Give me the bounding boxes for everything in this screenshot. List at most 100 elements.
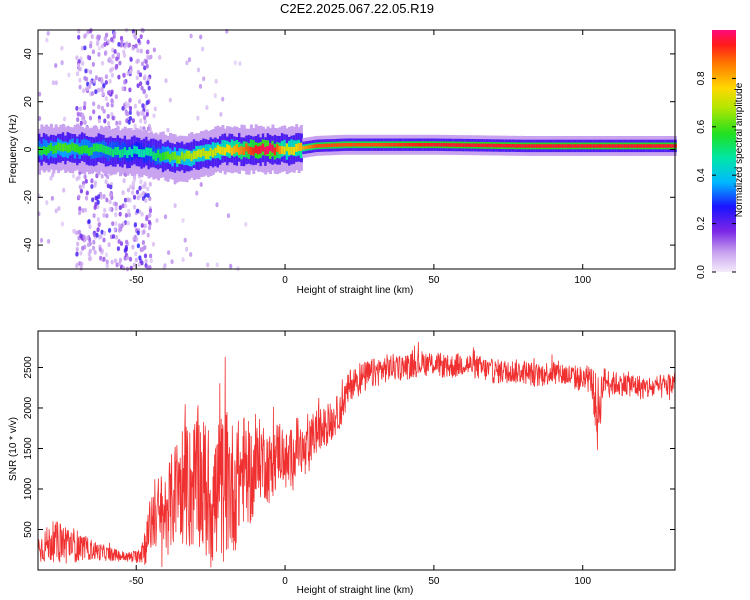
spectrogram-cell [189, 252, 193, 257]
spectrogram-cell [316, 144, 320, 148]
spectrogram-cell [104, 96, 108, 102]
spectrogram-cell [75, 106, 79, 111]
spectrogram-cell [185, 150, 189, 159]
spectrogram-cell [52, 146, 56, 155]
spectrogram-cell [167, 250, 171, 256]
spectrogram-cell [290, 146, 294, 155]
spectrogram-cell [669, 144, 672, 148]
spectrogram-cell [83, 145, 87, 154]
spectrogram-cell [100, 173, 104, 179]
spectrogram-cell [114, 201, 118, 207]
snr-y-tick-label: 2000 [23, 396, 34, 419]
spectrogram-cell [614, 144, 618, 148]
spectrogram-cell [592, 144, 596, 148]
spectrogram-cell [240, 146, 244, 155]
snr-x-tick-label: 50 [428, 576, 440, 587]
spectrogram-cell [88, 115, 93, 121]
spectrogram-cell [45, 200, 49, 206]
spectrogram-y-tick-label: 40 [23, 48, 34, 60]
spectrogram-cell [454, 143, 458, 147]
spectrogram-cell [461, 143, 465, 147]
spectrogram-cell [190, 153, 194, 162]
spectrogram-cell [144, 93, 148, 99]
spectrogram-cell [71, 173, 76, 179]
spectrogram-cell [216, 144, 220, 153]
spectrogram-cell [319, 144, 322, 148]
spectrogram-cell [133, 103, 137, 109]
spectrogram-cell [511, 144, 515, 148]
spectrogram-cell [214, 147, 218, 156]
spectrogram-x-tick-label: 100 [574, 275, 591, 286]
spectrogram-cell [447, 143, 451, 147]
spectrogram-cell [142, 149, 146, 158]
spectrogram-cell [323, 143, 327, 148]
spectrogram-cell [89, 69, 93, 75]
spectrogram-cell [83, 101, 87, 106]
spectrogram-cell [611, 144, 615, 148]
spectrogram-cell [75, 247, 79, 252]
spectrogram-cell [138, 185, 142, 191]
spectrogram-cell [105, 263, 109, 269]
spectrogram-cell [131, 190, 135, 196]
spectrogram-cell [38, 146, 41, 155]
spectrogram-cell [621, 144, 625, 148]
spectrogram-cell [438, 143, 442, 147]
spectrogram-cell [129, 69, 133, 75]
spectrogram-cell [428, 143, 432, 147]
spectrogram-cell [661, 144, 665, 148]
spectrogram-cell [245, 143, 249, 152]
spectrogram-cell [143, 119, 147, 125]
spectrogram-cell [128, 97, 132, 103]
spectrogram-cell [215, 202, 219, 208]
spectrogram-cell [561, 144, 565, 148]
snr-plot-area [38, 331, 675, 570]
snr-axes: -50 0 50 100 500 1000 1500 2000 2500 [23, 331, 675, 587]
spectrogram-cell [345, 143, 349, 147]
spectrogram-cell [187, 57, 192, 63]
spectrogram-cell [264, 146, 268, 155]
spectrogram-cell [338, 143, 341, 147]
spectrogram-cell [419, 143, 422, 147]
spectrogram-cell [185, 60, 189, 66]
spectrogram-cell [378, 143, 382, 147]
spectrogram-cell [127, 208, 131, 214]
spectrogram-cell [122, 49, 126, 55]
spectrogram-cell [97, 45, 101, 51]
spectrogram-cell [78, 206, 82, 212]
spectrogram-cell [423, 143, 427, 147]
spectrogram-cell [178, 155, 182, 164]
spectrogram-cell [328, 143, 332, 148]
spectrogram-cell [107, 121, 111, 126]
spectrogram-cell [92, 101, 96, 107]
spectrogram-cell [75, 230, 79, 236]
spectrogram-cell [192, 151, 196, 160]
spectrogram-cell [144, 59, 148, 65]
spectrogram-cell [113, 31, 117, 36]
spectrogram-cell [371, 143, 375, 147]
spectrogram-cell [440, 143, 444, 147]
spectrogram-cell [140, 247, 144, 253]
spectrogram-cell [114, 206, 118, 211]
spectrogram-cell [357, 143, 361, 147]
spectrogram-cell [559, 144, 563, 148]
spectrogram-cell [146, 76, 151, 82]
spectrogram-cell [588, 144, 592, 148]
spectrogram-cell [102, 83, 106, 88]
spectrogram-cell [115, 262, 119, 268]
snr-y-tick-label: 2500 [23, 356, 34, 379]
spectrogram-cell [638, 144, 642, 148]
spectrogram-axes: -50 0 50 100 -40 -20 0 20 40 [23, 30, 675, 286]
spectrogram-cell [244, 222, 248, 227]
spectrogram-cell [137, 38, 141, 43]
spectrogram-cell [139, 179, 143, 185]
spectrogram-cell [78, 184, 82, 190]
spectrogram-cell [97, 77, 102, 82]
snr-y-axis-label: SNR (10 * v/v) [8, 417, 19, 481]
spectrogram-cell [383, 143, 387, 147]
spectrogram-cell [199, 34, 203, 40]
spectrogram-cell [89, 43, 93, 49]
spectrogram-cell [604, 144, 608, 148]
spectrogram-cell [110, 72, 114, 78]
spectrogram-cell [125, 239, 129, 245]
spectrogram-cell [181, 218, 185, 223]
